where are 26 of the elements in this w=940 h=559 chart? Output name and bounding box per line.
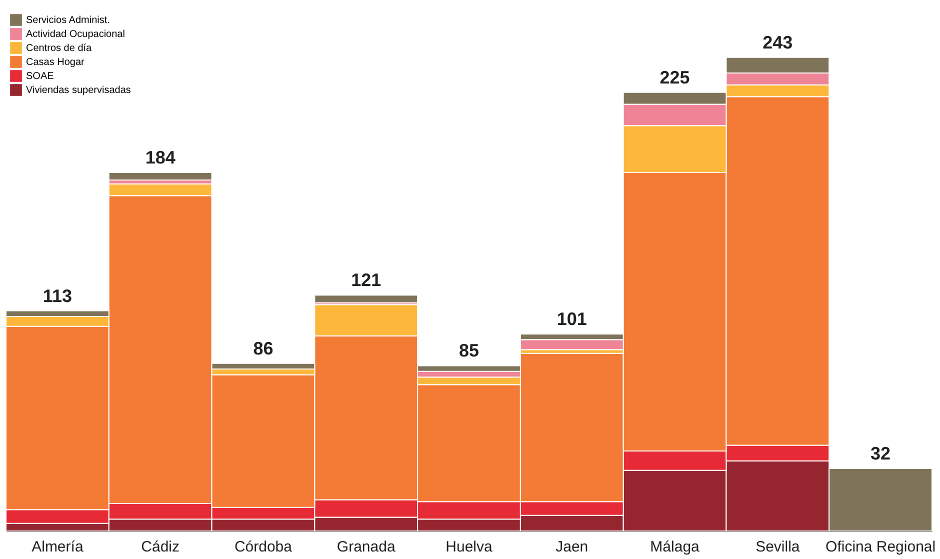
bar <box>108 172 212 181</box>
x-tick-label: Oficina Regional <box>826 538 936 556</box>
legend-label: Centros de día <box>26 43 92 54</box>
annotation: 86 <box>253 338 274 358</box>
annotation: 101 <box>556 308 587 329</box>
legend-label: Casas Hogar <box>26 57 86 68</box>
x-tick-label: Almería <box>32 538 84 556</box>
x-tick-label: Granada <box>336 538 396 556</box>
legend-label: Actividad Ocupacional <box>26 29 125 40</box>
x-tick-label: Cádiz <box>141 538 180 556</box>
annotation: 113 <box>42 286 72 306</box>
bar <box>314 294 418 304</box>
annotation: 225 <box>660 67 690 88</box>
x-tick-label: Jaen <box>556 538 588 556</box>
annotation: 32 <box>870 443 891 464</box>
x-tick-label: Sevilla <box>756 538 800 556</box>
annotation: 121 <box>351 270 382 290</box>
legend-label: Servicios Administ. <box>26 15 110 26</box>
annotation: 85 <box>458 340 480 361</box>
x-tick-label: Huelva <box>446 538 493 556</box>
legend-label: Viviendas supervisadas <box>26 85 131 96</box>
x-tick-label: Málaga <box>650 538 700 556</box>
annotation: 184 <box>145 147 176 168</box>
x-tick-label: Córdoba <box>234 538 293 556</box>
legend-label: SOAE <box>26 71 54 82</box>
annotation: 243 <box>762 32 793 52</box>
